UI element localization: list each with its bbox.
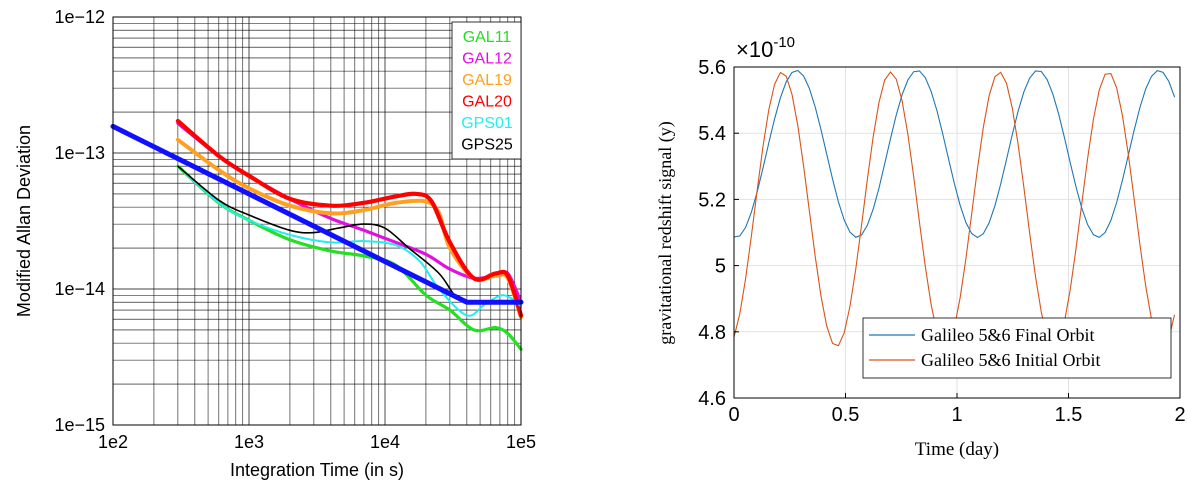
redshift-signal-chart: 0 0.5 1 1.5 2 4.6 4.8 5 5.2 5.4 5.6 ×10-10 Galileo… — [655, 34, 1186, 460]
right-x-tick-label: 0.5 — [832, 404, 860, 426]
right-y-multiplier: ×10-10 — [736, 34, 795, 62]
right-legend-box — [862, 317, 1172, 379]
left-legend-box — [451, 21, 522, 160]
left-y-tick-label: 1e−13 — [54, 143, 105, 163]
left-series-line-gps01 — [176, 165, 522, 317]
left-legend-entry: GAL11 — [463, 29, 512, 46]
left-x-tick-label: 1e2 — [98, 432, 128, 452]
right-y-tick-label: 4.6 — [698, 388, 726, 410]
right-legend: Galileo 5&6 Final Orbit Galileo 5&6 Initi… — [862, 317, 1172, 379]
right-x-tick-label: 2 — [1174, 404, 1185, 426]
right-y-tick-label: 5.6 — [698, 57, 726, 79]
left-y-axis-label: Modified Allan Deviation — [14, 125, 34, 317]
left-series-line-gal11 — [176, 164, 523, 351]
left-plot-frame — [112, 16, 522, 426]
left-series-line-fit — [110, 123, 524, 305]
right-ticks: 0 0.5 1 1.5 2 4.6 4.8 5 5.2 5.4 5.6 — [698, 57, 1185, 426]
right-series-line-final-orbit — [733, 69, 1176, 239]
left-y-tick-label: 1e−15 — [54, 415, 105, 435]
left-legend: GAL11 GAL12 GAL19 GAL20 GPS01 GPS25 — [451, 21, 522, 160]
left-ticks: 1e2 1e3 1e4 1e5 1e−15 1e−14 1e−13 1e−12 — [54, 7, 536, 452]
left-x-axis-label: Integration Time (in s) — [230, 460, 404, 480]
left-x-tick-label: 1e4 — [370, 432, 400, 452]
right-y-axis-label: gravitational redshift signal (y) — [655, 121, 676, 344]
left-legend-entry: GPS25 — [461, 137, 513, 154]
right-x-tick-label: 1 — [951, 404, 962, 426]
right-y-tick-label: 5.2 — [698, 189, 726, 211]
right-x-tick-label: 1.5 — [1055, 404, 1083, 426]
right-y-multiplier-base: ×10 — [736, 37, 773, 62]
left-x-tick-label: 1e5 — [506, 432, 536, 452]
right-legend-entry: Galileo 5&6 Final Orbit — [921, 325, 1094, 345]
right-series — [733, 69, 1176, 348]
left-legend-entry: GAL12 — [462, 51, 512, 68]
right-x-tick-label: 0 — [728, 404, 739, 426]
right-series-line-initial-orbit — [733, 71, 1176, 348]
left-series — [110, 118, 524, 351]
left-legend-entry: GPS01 — [461, 115, 513, 132]
left-x-tick-label: 1e3 — [234, 432, 264, 452]
right-y-tick-label: 5.4 — [698, 123, 726, 145]
left-legend-entry: GAL19 — [462, 72, 512, 89]
left-y-tick-label: 1e−12 — [54, 7, 105, 27]
right-y-tick-label: 4.8 — [698, 322, 726, 344]
right-y-multiplier-exponent: -10 — [773, 34, 795, 51]
left-series-line-gal20 — [175, 118, 524, 318]
right-legend-entry: Galileo 5&6 Initial Orbit — [921, 350, 1100, 370]
right-y-tick-label: 5 — [715, 256, 726, 278]
left-legend-entry: GAL20 — [462, 94, 512, 111]
left-y-tick-label: 1e−14 — [54, 279, 105, 299]
right-x-axis-label: Time (day) — [915, 439, 999, 460]
